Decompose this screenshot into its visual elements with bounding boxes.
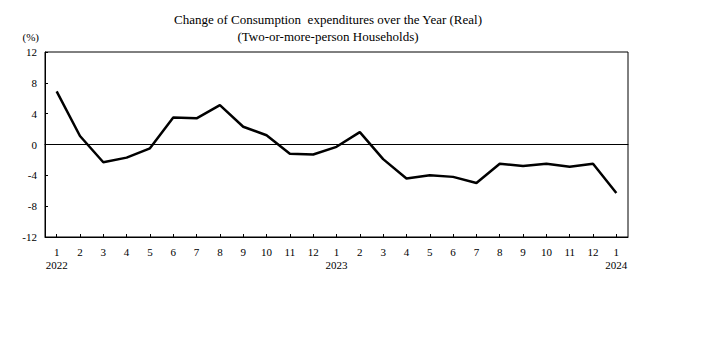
svg-text:5: 5 [427,246,433,258]
svg-text:9: 9 [240,246,246,258]
svg-text:12: 12 [308,246,319,258]
svg-text:-4: -4 [28,169,38,181]
svg-text:8: 8 [32,77,38,89]
svg-text:-12: -12 [22,231,37,243]
svg-text:11: 11 [285,246,296,258]
svg-text:2023: 2023 [326,259,349,271]
svg-text:6: 6 [450,246,456,258]
svg-text:2024: 2024 [605,259,628,271]
svg-text:4: 4 [32,108,38,120]
svg-text:7: 7 [194,246,200,258]
svg-text:(%): (%) [23,31,40,44]
svg-text:10: 10 [261,246,273,258]
svg-text:2: 2 [357,246,363,258]
svg-text:(Two-or-more-person Households: (Two-or-more-person Households) [237,29,418,44]
svg-text:9: 9 [520,246,526,258]
svg-text:3: 3 [101,246,107,258]
svg-text:4: 4 [404,246,410,258]
svg-text:7: 7 [474,246,480,258]
svg-text:2022: 2022 [46,259,68,271]
svg-text:2: 2 [77,246,83,258]
svg-text:1: 1 [54,246,60,258]
svg-text:8: 8 [497,246,503,258]
svg-text:10: 10 [541,246,553,258]
svg-text:1: 1 [334,246,340,258]
svg-text:12: 12 [26,46,37,58]
svg-text:0: 0 [32,139,38,151]
svg-text:4: 4 [124,246,130,258]
svg-text:5: 5 [147,246,153,258]
svg-text:8: 8 [217,246,223,258]
svg-text:Change of Consumption expendi: Change of Consumption expenditures over … [174,12,482,27]
svg-text:12: 12 [588,246,599,258]
svg-text:3: 3 [380,246,386,258]
svg-text:-8: -8 [28,200,38,212]
svg-text:1: 1 [614,246,620,258]
svg-text:6: 6 [171,246,177,258]
svg-text:11: 11 [564,246,575,258]
